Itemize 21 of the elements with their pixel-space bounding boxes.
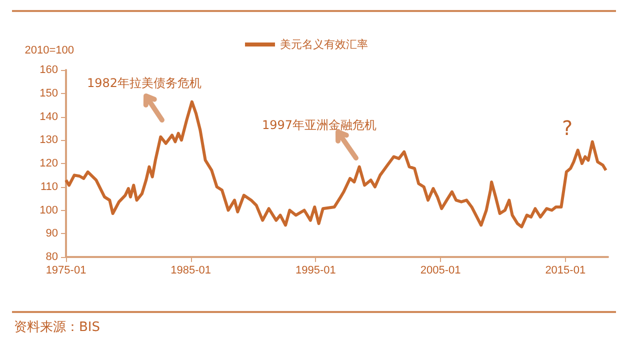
y-tick-label: 80: [46, 251, 58, 263]
y-tick-label: 120: [40, 158, 58, 170]
x-tick-label: 1985-01: [170, 264, 212, 276]
line-series: [64, 100, 608, 228]
y-tick-label: 160: [40, 64, 58, 76]
y-tick-label: 110: [40, 180, 58, 193]
y-tick-label: 130: [40, 134, 58, 146]
annotation: ?: [562, 116, 573, 140]
y-tick-label: 140: [40, 110, 58, 123]
y-tick-label: 100: [40, 204, 58, 216]
x-tick-label: 1995-01: [296, 264, 336, 276]
y-tick-label: 90: [46, 228, 58, 240]
x-tick-label: 2015-01: [545, 264, 586, 276]
annotation: 1997年亚洲金融危机: [262, 118, 377, 132]
y-tick-label: 150: [40, 87, 58, 100]
x-tick-label: 2005-01: [420, 264, 461, 276]
x-tick-label: 1975-01: [46, 264, 86, 276]
y-axis-title: 2010=100: [24, 44, 74, 56]
legend-label: 美元名义有效汇率: [280, 38, 368, 51]
text: 资料来源：BIS: [14, 320, 100, 335]
annotation: 1982年拉美债务危机: [87, 76, 202, 90]
